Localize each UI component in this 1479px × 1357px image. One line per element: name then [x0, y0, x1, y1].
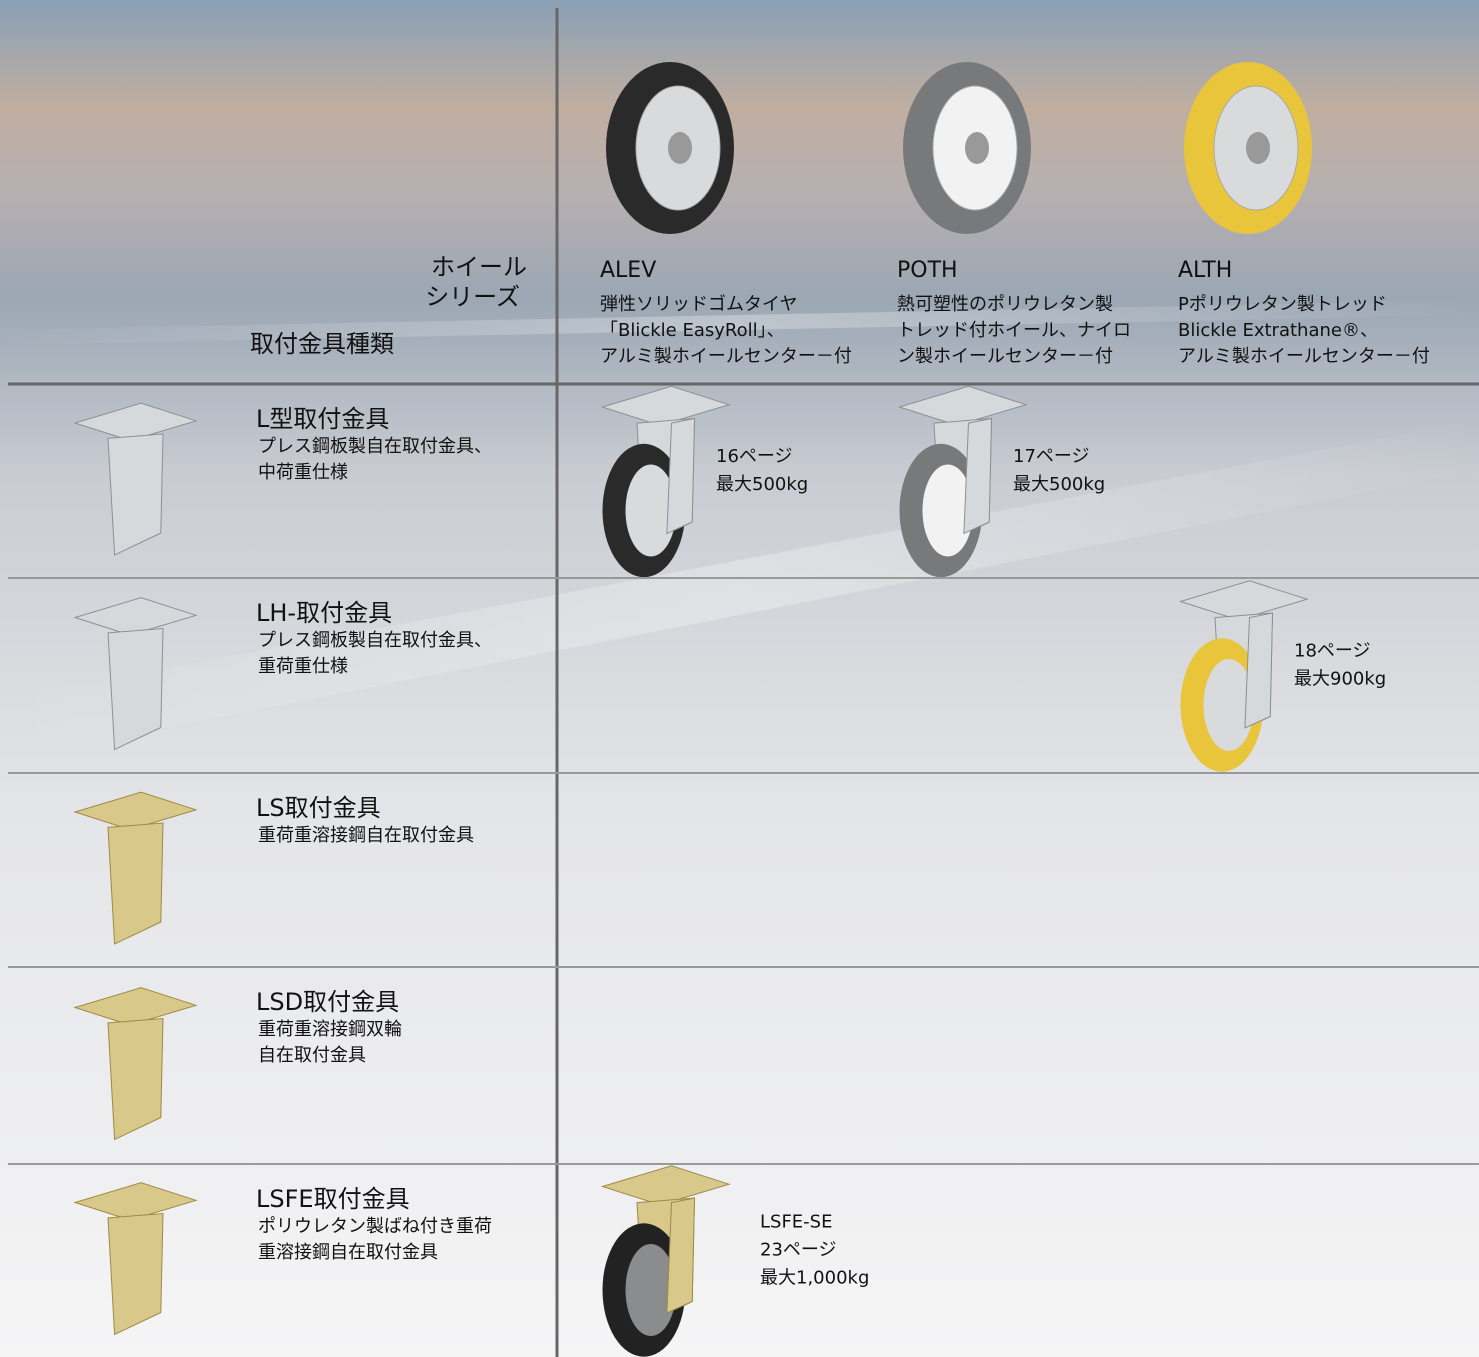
rim: [1203, 659, 1255, 751]
corner-label: 取付金具種類: [250, 330, 394, 358]
wheel-description: 弾性ソリッドゴムタイヤ: [600, 294, 797, 315]
caster-image: [600, 385, 731, 578]
fork: [107, 822, 164, 945]
wheel-name: ALEV: [600, 258, 656, 283]
corner-label: ホイール: [431, 253, 527, 281]
fork: [107, 1017, 164, 1141]
fork-front: [666, 417, 696, 535]
hub: [965, 132, 989, 164]
wheel-description: アルミ製ホイールセンター－付: [1178, 346, 1430, 367]
bracket-description: ポリウレタン製ばね付き重荷: [258, 1216, 492, 1237]
motion-streak: [0, 300, 1479, 345]
bracket-description: 重荷重仕様: [258, 656, 348, 677]
product-info: 23ページ: [760, 1240, 837, 1261]
bracket-name: LSD取付金具: [256, 988, 399, 1016]
bracket-description: プレス鋼板製自在取付金具、: [258, 436, 492, 457]
top-plate: [600, 1165, 731, 1206]
rim: [625, 1244, 677, 1336]
caster-image: [73, 987, 198, 1141]
wheel-description: 熱可塑性のポリウレタン製: [897, 294, 1113, 315]
top-plate: [73, 597, 198, 636]
wheel-description: 「Blickle EasyRoll」、: [600, 320, 785, 341]
product-info: LSFE-SE: [760, 1212, 832, 1233]
product-info: 16ページ: [716, 446, 793, 467]
product-info: 最大500kg: [1013, 474, 1105, 495]
caster-image: [73, 402, 198, 556]
product-info: 最大1,000kg: [760, 1268, 869, 1289]
corner-label: シリーズ: [425, 283, 520, 311]
wheel-description: ン製ホイールセンター－付: [897, 346, 1113, 367]
caster-image: [73, 597, 198, 751]
fork-front: [666, 1197, 696, 1314]
wheel-image: [903, 62, 1031, 234]
fork-front: [963, 417, 993, 535]
rim: [625, 464, 677, 557]
top-plate: [897, 385, 1028, 426]
top-plate: [73, 987, 198, 1026]
wheel-name: ALTH: [1178, 258, 1232, 283]
fork: [107, 627, 164, 751]
bracket-description: 自在取付金具: [258, 1045, 366, 1066]
caster-image: [1178, 580, 1309, 772]
bracket-description: プレス鋼板製自在取付金具、: [258, 630, 492, 651]
motion-streak: [0, 420, 1479, 760]
top-plate: [73, 402, 198, 442]
caster-image: [73, 1182, 198, 1336]
caster-image: [897, 385, 1028, 578]
fork: [107, 433, 164, 556]
wheel-description: Blickle Extrathane®、: [1178, 320, 1378, 341]
hub: [1246, 132, 1270, 164]
wheel-description: トレッド付ホイール、ナイロ: [897, 320, 1131, 341]
top-plate: [73, 1182, 198, 1221]
caster-image: [600, 1165, 731, 1357]
caster-image: [73, 791, 198, 945]
wheel-description: Pポリウレタン製トレッド: [1178, 294, 1387, 315]
bracket-name: LSFE取付金具: [256, 1185, 410, 1213]
wheel-image: [606, 62, 734, 234]
fork: [107, 1212, 164, 1336]
wheel-name: POTH: [897, 258, 958, 283]
bracket-description: 重荷重溶接鋼自在取付金具: [258, 825, 474, 846]
top-plate: [1178, 580, 1309, 621]
bracket-name: L型取付金具: [256, 405, 389, 433]
rim: [922, 464, 974, 557]
product-info: 最大500kg: [716, 474, 808, 495]
product-info: 最大900kg: [1294, 669, 1386, 690]
bracket-description: 重荷重溶接鋼双輪: [258, 1019, 402, 1040]
hub: [668, 132, 692, 164]
fork-front: [1244, 612, 1274, 729]
bracket-description: 中荷重仕様: [258, 462, 348, 483]
wheel-description: アルミ製ホイールセンター－付: [600, 346, 852, 367]
wheel-image: [1184, 62, 1312, 234]
product-info: 18ページ: [1294, 641, 1371, 662]
bracket-description: 重溶接鋼自在取付金具: [258, 1242, 438, 1263]
bracket-name: LS取付金具: [256, 794, 381, 822]
top-plate: [600, 385, 731, 426]
top-plate: [73, 791, 198, 831]
product-info: 17ページ: [1013, 446, 1090, 467]
bracket-name: LH-取付金具: [256, 599, 392, 627]
